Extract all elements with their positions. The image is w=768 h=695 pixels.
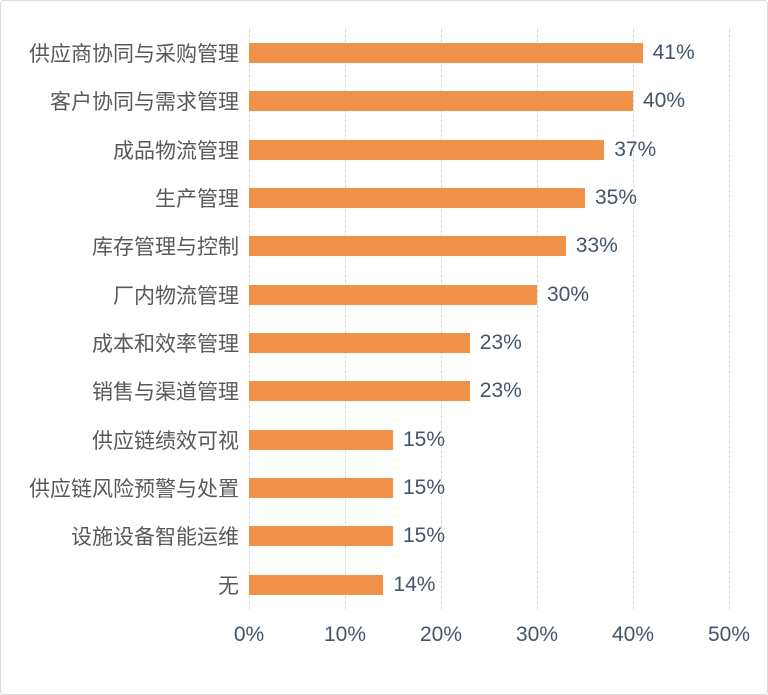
- bar: [249, 43, 643, 64]
- bar-row: 库存管理与控制 33%: [1, 222, 767, 270]
- bar: [249, 381, 470, 402]
- bar-row: 成品物流管理 37%: [1, 126, 767, 174]
- bar: [249, 574, 384, 595]
- gridline: [537, 29, 538, 609]
- value-label: 15%: [403, 524, 446, 548]
- category-label: 库存管理与控制: [92, 236, 239, 260]
- value-label: 41%: [652, 41, 695, 65]
- category-label: 设施设备智能运维: [71, 526, 239, 550]
- category-label: 无: [218, 574, 239, 598]
- x-axis-tick-label: 30%: [515, 623, 559, 646]
- value-label: 23%: [479, 379, 522, 403]
- bar-row: 无 14%: [1, 561, 767, 609]
- value-label: 40%: [643, 89, 686, 113]
- value-label: 14%: [393, 572, 436, 596]
- bar-row: 销售与渠道管理 23%: [1, 367, 767, 415]
- value-label: 15%: [403, 476, 446, 500]
- bar: [249, 429, 393, 450]
- value-label: 30%: [547, 282, 590, 306]
- x-axis-tick-label: 10%: [323, 623, 367, 646]
- bar-row: 客户协同与需求管理 40%: [1, 77, 767, 125]
- bar: [249, 526, 393, 547]
- category-label: 成品物流管理: [113, 139, 239, 163]
- category-label: 供应商协同与采购管理: [29, 43, 239, 67]
- x-axis-tick-label: 40%: [611, 623, 655, 646]
- bar-row: 供应商协同与采购管理 41%: [1, 29, 767, 77]
- bar-row: 设施设备智能运维 15%: [1, 512, 767, 560]
- bar: [249, 139, 605, 160]
- category-label: 成本和效率管理: [92, 333, 239, 357]
- bar: [249, 91, 633, 112]
- value-label: 23%: [479, 331, 522, 355]
- category-label: 厂内物流管理: [113, 284, 239, 308]
- category-label: 销售与渠道管理: [92, 381, 239, 405]
- x-axis-tick-label: 50%: [707, 623, 751, 646]
- bar-row: 生产管理 35%: [1, 174, 767, 222]
- value-label: 33%: [575, 234, 618, 258]
- gridline: [249, 29, 250, 609]
- bar: [249, 478, 393, 499]
- gridline: [729, 29, 730, 609]
- value-label: 15%: [403, 427, 446, 451]
- gridline: [345, 29, 346, 609]
- value-label: 35%: [595, 186, 638, 210]
- gridline: [441, 29, 442, 609]
- bar-row: 成本和效率管理 23%: [1, 319, 767, 367]
- category-label: 生产管理: [155, 188, 239, 212]
- bar-row: 供应链风险预警与处置 15%: [1, 464, 767, 512]
- category-label: 客户协同与需求管理: [50, 91, 239, 115]
- category-label: 供应链风险预警与处置: [29, 478, 239, 502]
- bar: [249, 188, 585, 209]
- x-axis-tick-label: 20%: [419, 623, 463, 646]
- value-label: 37%: [614, 137, 657, 161]
- bar: [249, 284, 537, 305]
- bar: [249, 236, 566, 257]
- category-label: 供应链绩效可视: [92, 429, 239, 453]
- bar-row: 厂内物流管理 30%: [1, 271, 767, 319]
- bar: [249, 333, 470, 354]
- bar-row: 供应链绩效可视 15%: [1, 416, 767, 464]
- gridline: [633, 29, 634, 609]
- x-axis-tick-label: 0%: [233, 623, 265, 646]
